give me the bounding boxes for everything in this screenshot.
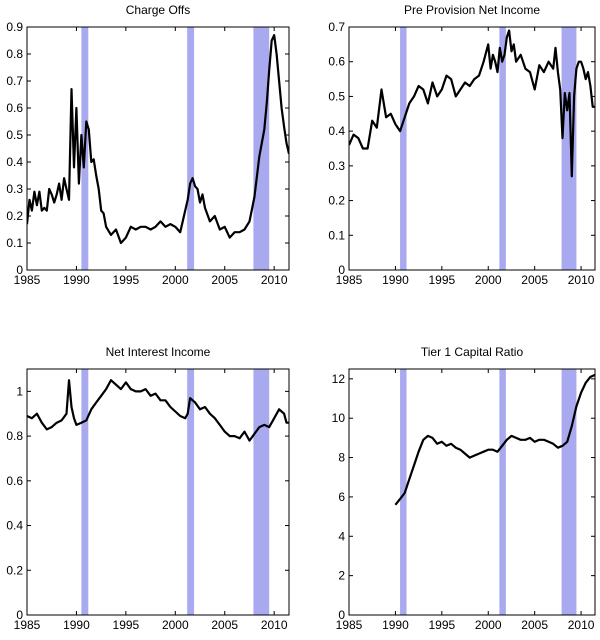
x-tick-label: 1985	[14, 618, 41, 632]
x-tick-label: 1990	[63, 273, 90, 287]
chart-title: Net Interest Income	[106, 345, 211, 359]
series-line-charge-offs	[27, 34, 289, 245]
y-tick-label: 0.7	[6, 74, 23, 88]
recession-band-1	[400, 369, 407, 615]
plot-frame	[348, 26, 596, 271]
chart-title: Charge Offs	[126, 3, 190, 17]
x-tick-label: 1990	[63, 618, 90, 632]
x-tick-label: 2005	[211, 273, 238, 287]
x-tick-label: 1995	[113, 618, 140, 632]
series-line-net-interest-income	[27, 379, 289, 442]
y-tick-label: 0.2	[328, 194, 345, 208]
y-tick-label: 0.6	[6, 474, 23, 488]
chart-charge-offs: Charge Offs 1985 1990 1995 2000 2005 2010 0 0.1 0…	[6, 3, 290, 287]
y-tick-label: 0.6	[328, 55, 345, 69]
x-tick-label: 1990	[382, 273, 409, 287]
chart-title: Pre Provision Net Income	[404, 3, 540, 17]
x-tick-label: 1985	[14, 273, 41, 287]
y-tick-label: 12	[332, 372, 346, 386]
recession-band-2	[499, 369, 506, 615]
x-tick-label: 2010	[568, 618, 595, 632]
y-tick-label: 0	[16, 263, 23, 277]
x-tick-label: 2005	[521, 618, 548, 632]
y-tick-label: 4	[338, 529, 345, 543]
plot-frame	[26, 368, 290, 616]
y-tick-label: 0.4	[6, 155, 23, 169]
y-tick-label: 0.3	[328, 159, 345, 173]
x-tick-label: 2010	[261, 273, 288, 287]
y-tick-label: 1	[16, 384, 23, 398]
y-tick-label: 0.4	[328, 124, 345, 138]
y-tick-label: 0.6	[6, 101, 23, 115]
y-tick-label: 0.5	[328, 89, 345, 103]
y-tick-label: 0.8	[6, 429, 23, 443]
y-tick-label: 6	[338, 490, 345, 504]
y-tick-label: 0.2	[6, 563, 23, 577]
x-tick-label: 2005	[521, 273, 548, 287]
y-tick-label: 0.1	[6, 236, 23, 250]
recession-band-3	[561, 369, 577, 615]
recession-band-3	[253, 369, 270, 615]
recession-band-2	[187, 369, 195, 615]
recession-band-2	[187, 27, 195, 270]
series-line-pre-provision-net-income	[349, 29, 595, 178]
y-tick-label: 0.9	[6, 20, 23, 34]
y-tick-label: 0	[338, 263, 345, 277]
x-tick-label: 2010	[568, 273, 595, 287]
chart-pre-provision-net-income: Pre Provision Net Income 1985 1990 1995 2000…	[328, 3, 596, 287]
x-tick-label: 1995	[113, 273, 140, 287]
y-tick-label: 0	[16, 608, 23, 622]
y-tick-label: 0.5	[6, 128, 23, 142]
x-tick-label: 1995	[428, 618, 455, 632]
y-tick-label: 0.1	[328, 228, 345, 242]
x-tick-label: 2000	[162, 273, 189, 287]
y-tick-label: 10	[332, 411, 346, 425]
y-tick-label: 0	[338, 608, 345, 622]
x-tick-label: 1985	[336, 273, 363, 287]
y-tick-label: 0.7	[328, 20, 345, 34]
recession-band-3	[561, 27, 577, 270]
recession-band-1	[400, 27, 407, 270]
y-tick-label: 0.8	[6, 47, 23, 61]
chart-net-interest-income: Net Interest Income 1985 1990 1995 2000 2005 2…	[6, 345, 290, 632]
recession-band-2	[499, 27, 506, 270]
y-tick-label: 0.2	[6, 209, 23, 223]
chart-tier-1-capital-ratio: Tier 1 Capital Ratio 1985 1990 1995 2000 2005…	[332, 345, 596, 632]
series-line-tier-1-capital-ratio	[394, 373, 595, 506]
x-tick-label: 2000	[475, 618, 502, 632]
x-tick-label: 1985	[336, 618, 363, 632]
x-tick-label: 2005	[211, 618, 238, 632]
x-tick-label: 2000	[162, 618, 189, 632]
recession-band-1	[81, 369, 89, 615]
plot-frame	[26, 26, 290, 271]
x-tick-label: 1995	[428, 273, 455, 287]
x-tick-label: 1990	[382, 618, 409, 632]
y-tick-label: 2	[338, 569, 345, 583]
x-tick-label: 2000	[475, 273, 502, 287]
x-tick-label: 2010	[261, 618, 288, 632]
plot-frame	[348, 368, 596, 616]
y-tick-label: 0.3	[6, 182, 23, 196]
y-tick-label: 0.4	[6, 519, 23, 533]
y-tick-label: 8	[338, 451, 345, 465]
chart-title: Tier 1 Capital Ratio	[421, 345, 524, 359]
